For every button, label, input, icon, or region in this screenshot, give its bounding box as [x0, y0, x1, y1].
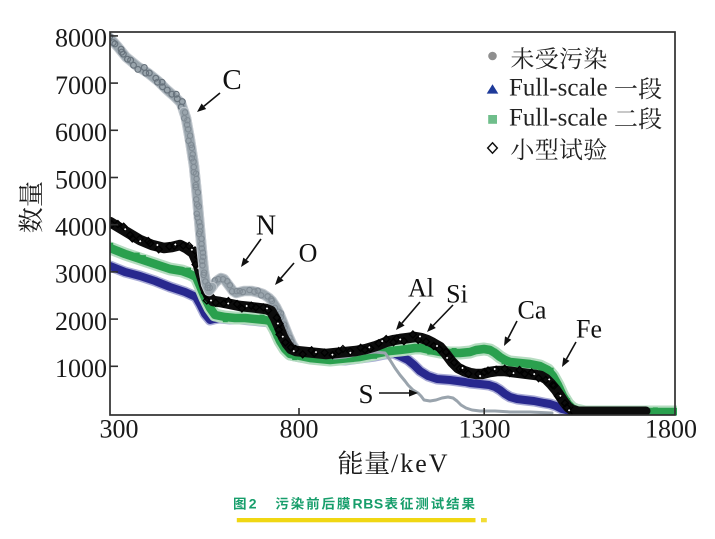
svg-text:RBS: RBS — [353, 496, 384, 512]
svg-text:2: 2 — [249, 496, 257, 512]
svg-text:8000: 8000 — [55, 24, 107, 53]
svg-text:1300: 1300 — [459, 415, 511, 444]
svg-text:S: S — [358, 379, 373, 409]
svg-text:4000: 4000 — [55, 213, 107, 242]
svg-text:2000: 2000 — [55, 307, 107, 336]
svg-text:3000: 3000 — [55, 260, 107, 289]
svg-text:7000: 7000 — [55, 71, 107, 100]
svg-text:O: O — [299, 239, 318, 268]
svg-text:6000: 6000 — [55, 118, 107, 147]
svg-text:Si: Si — [446, 280, 468, 309]
svg-text:300: 300 — [100, 415, 139, 444]
svg-text:Full-scale: Full-scale — [509, 105, 608, 132]
svg-text:1800: 1800 — [645, 415, 697, 444]
svg-text:N: N — [256, 211, 276, 242]
svg-text:Full-scale: Full-scale — [509, 75, 608, 102]
svg-text:/keV: /keV — [391, 449, 450, 478]
svg-text:Fe: Fe — [576, 315, 602, 344]
svg-text:Ca: Ca — [518, 296, 547, 325]
svg-text:800: 800 — [280, 415, 319, 444]
svg-text:5000: 5000 — [55, 165, 107, 194]
svg-text:1000: 1000 — [55, 354, 107, 383]
svg-text:Al: Al — [408, 274, 434, 303]
svg-text:C: C — [222, 64, 241, 96]
